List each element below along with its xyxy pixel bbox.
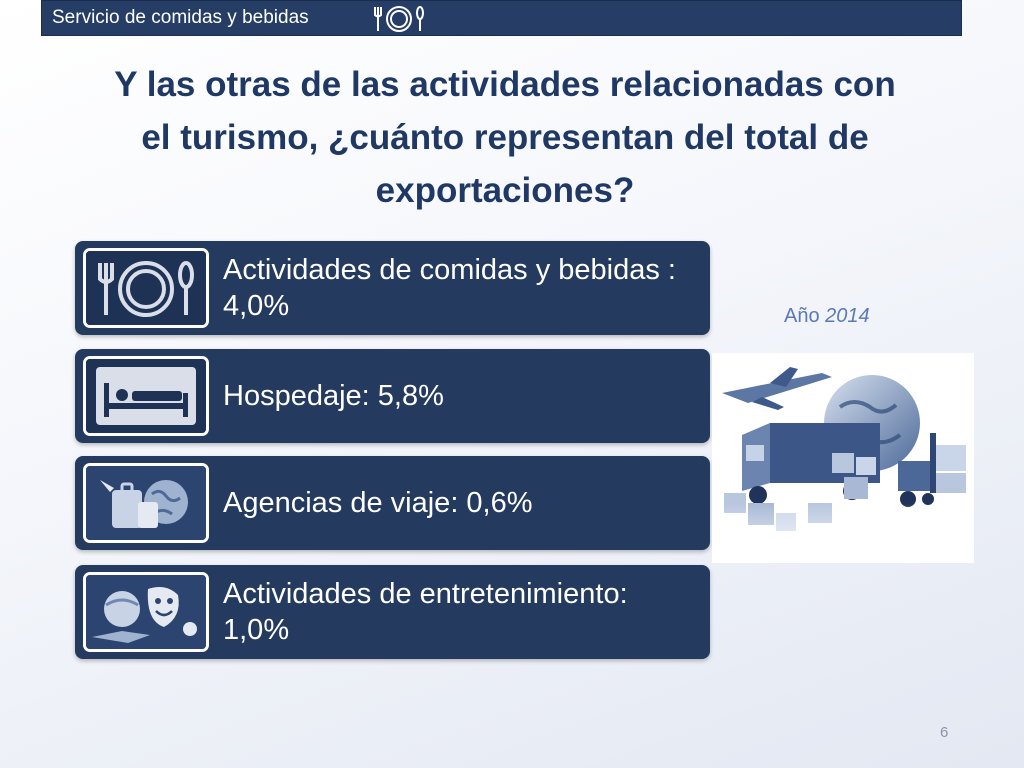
header-title: Servicio de comidas y bebidas bbox=[52, 7, 309, 28]
item-label: Hospedaje: 5,8% bbox=[223, 380, 444, 412]
bed-icon bbox=[83, 356, 209, 436]
year-prefix: Año bbox=[784, 305, 820, 327]
list-item-comidas-bebidas: Actividades de comidas y bebidas : 4,0% bbox=[75, 241, 710, 335]
header-bar: Servicio de comidas y bebidas bbox=[41, 0, 962, 36]
item-label: Actividades de entretenimiento: 1,0% bbox=[223, 578, 628, 646]
title-line-2: el turismo, ¿cuánto representan del tota… bbox=[141, 118, 869, 157]
item-label: Agencias de viaje: 0,6% bbox=[223, 487, 533, 519]
export-logistics-illustration bbox=[712, 353, 974, 563]
year-label: Año 2014 bbox=[784, 305, 870, 328]
page-title: Y las otras de las actividades relaciona… bbox=[40, 58, 970, 217]
list-item-agencias-viaje: Agencias de viaje: 0,6% bbox=[75, 456, 710, 550]
travel-luggage-globe-icon bbox=[83, 463, 209, 543]
title-line-3: exportaciones? bbox=[375, 171, 635, 210]
entertainment-masks-icon bbox=[83, 572, 209, 652]
year-value: 2014 bbox=[825, 305, 870, 327]
page-number: 6 bbox=[940, 724, 949, 741]
item-label: Actividades de comidas y bebidas : 4,0% bbox=[223, 254, 676, 322]
list-item-hospedaje: Hospedaje: 5,8% bbox=[75, 349, 710, 443]
list-item-entretenimiento: Actividades de entretenimiento: 1,0% bbox=[75, 565, 710, 659]
plate-cutlery-icon bbox=[83, 248, 209, 328]
plate-cutlery-icon bbox=[372, 4, 428, 38]
title-line-1: Y las otras de las actividades relaciona… bbox=[114, 65, 896, 104]
